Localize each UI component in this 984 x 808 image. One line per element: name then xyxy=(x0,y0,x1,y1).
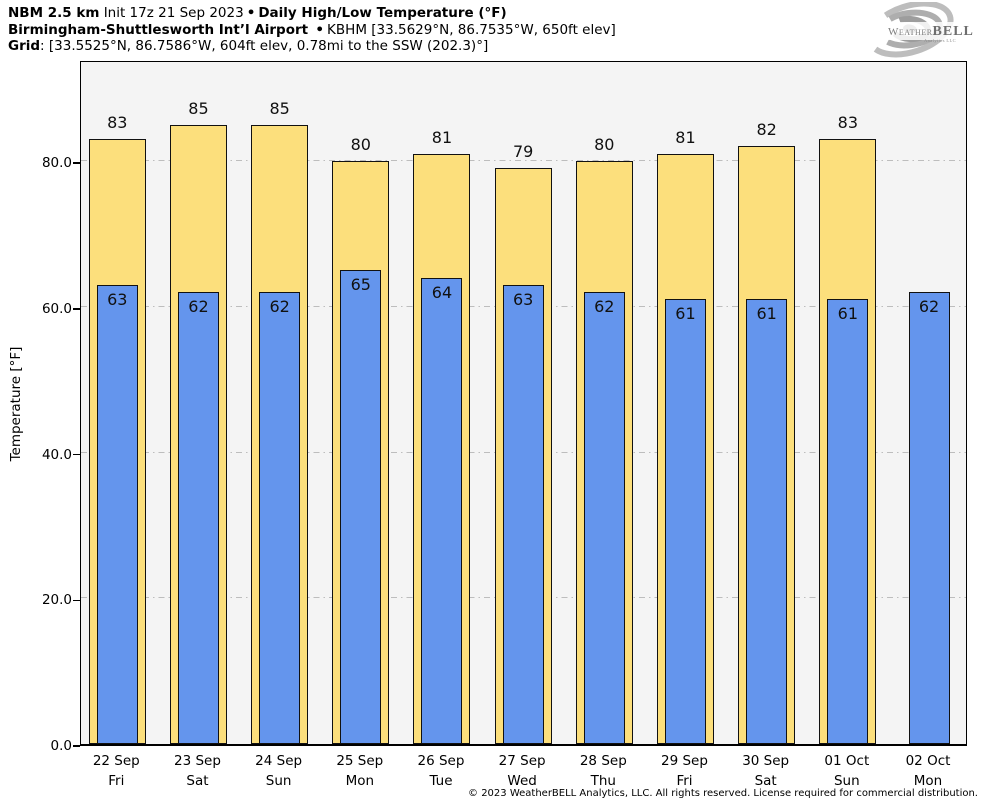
x-tick-label: 30 Sep Sat xyxy=(724,752,808,791)
low-bar xyxy=(340,270,382,744)
low-bar xyxy=(259,292,301,744)
low-value-label: 62 xyxy=(269,297,290,317)
weatherbell-logo: WeatherBELL Analytics LLC xyxy=(864,2,980,58)
x-tick-date: 29 Sep xyxy=(661,753,708,769)
chart-title: Daily High/Low Temperature (°F) xyxy=(258,5,507,21)
high-value-label: 82 xyxy=(756,120,777,140)
y-tick-mark xyxy=(73,162,80,164)
x-tick-label: 28 Sep Thu xyxy=(561,752,645,791)
y-tick-label: 40.0 xyxy=(41,446,72,463)
model-name: NBM 2.5 km xyxy=(8,5,100,21)
low-bar xyxy=(583,292,625,744)
x-tick-date: 25 Sep xyxy=(336,753,384,769)
low-value-label: 61 xyxy=(756,304,777,324)
low-value-label: 62 xyxy=(594,297,615,317)
high-value-label: 85 xyxy=(269,98,290,118)
x-tick-date: 01 Oct xyxy=(824,753,870,769)
x-tick-day: Tue xyxy=(429,772,453,789)
logo-weather-text: Weather xyxy=(888,26,933,38)
title-line-3: Grid: [33.5525°N, 86.7586°W, 604ft elev,… xyxy=(8,38,616,55)
x-tick-date: 26 Sep xyxy=(417,753,465,769)
grid-label: Grid xyxy=(8,38,41,54)
logo-analytics-text: Analytics LLC xyxy=(924,38,957,43)
x-tick-label: 27 Sep Wed xyxy=(480,752,564,791)
high-value-label: 81 xyxy=(675,127,696,147)
bullet-separator: • xyxy=(246,5,256,21)
title-line-1: NBM 2.5 km Init 17z 21 Sep 2023 • Daily Hi… xyxy=(8,5,616,22)
low-bar xyxy=(827,299,869,744)
chart-header: NBM 2.5 km Init 17z 21 Sep 2023 • Daily Hi… xyxy=(8,5,616,55)
logo-wordmark: WeatherBELL xyxy=(886,22,976,40)
x-tick-day: Fri xyxy=(676,772,693,789)
plot-area: 83 63 85 62 85 62 80 65 81 64 79 63 80 62 81 61 82 61 83 61… xyxy=(80,61,967,746)
grid-coords: : [33.5525°N, 86.7586°W, 604ft elev, 0.7… xyxy=(40,38,489,54)
x-tick-day: Sat xyxy=(186,772,209,789)
x-tick-date: 30 Sep xyxy=(742,753,790,769)
logo-bell-text: BELL xyxy=(932,24,974,39)
x-tick-date: 22 Sep xyxy=(92,753,140,769)
x-tick-day: Mon xyxy=(345,772,375,789)
y-tick-mark xyxy=(73,745,80,747)
y-tick-label: 0.0 xyxy=(50,738,72,754)
gridline-80 xyxy=(81,160,966,162)
station-name: Birmingham-Shuttlesworth Int’l Airport xyxy=(8,21,309,38)
low-value-label: 64 xyxy=(431,282,453,302)
x-tick-date: 23 Sep xyxy=(174,753,221,769)
low-value-label: 65 xyxy=(350,275,371,295)
high-value-label: 80 xyxy=(350,135,371,155)
title-line-2: Birmingham-Shuttlesworth Int’l Airport •… xyxy=(8,22,616,39)
low-value-label: 62 xyxy=(918,297,940,317)
high-value-label: 85 xyxy=(188,98,209,118)
x-tick-date: 24 Sep xyxy=(255,753,303,769)
x-tick-label: 25 Sep Mon xyxy=(318,752,402,791)
x-tick-label: 02 Oct Mon xyxy=(886,752,970,791)
low-bar xyxy=(96,284,138,744)
x-tick-label: 22 Sep Fri xyxy=(74,752,158,791)
x-tick-day: Fri xyxy=(108,772,125,789)
low-bar xyxy=(664,299,706,744)
x-tick-day: Wed xyxy=(507,772,537,789)
low-bar xyxy=(421,277,463,744)
high-value-label: 79 xyxy=(512,142,534,162)
low-value-label: 63 xyxy=(107,289,128,309)
low-bar xyxy=(908,292,950,744)
low-bar xyxy=(502,284,544,744)
y-tick-mark xyxy=(73,453,80,456)
x-tick-label: 24 Sep Sun xyxy=(237,752,321,791)
high-value-label: 81 xyxy=(431,127,453,147)
high-value-label: 80 xyxy=(594,135,615,155)
low-value-label: 63 xyxy=(512,289,534,309)
low-value-label: 61 xyxy=(837,304,858,324)
x-tick-label: 01 Oct Sun xyxy=(805,752,889,791)
x-tick-day: Sat xyxy=(754,772,777,789)
high-value-label: 83 xyxy=(107,113,128,133)
x-tick-day: Thu xyxy=(590,772,616,789)
y-tick-mark xyxy=(73,599,80,601)
copyright-notice: © 2023 WeatherBELL Analytics, LLC. All r… xyxy=(468,788,978,799)
x-tick-label: 23 Sep Sat xyxy=(155,752,239,791)
y-tick-mark xyxy=(73,308,80,310)
low-bar xyxy=(746,299,788,744)
y-tick-label: 20.0 xyxy=(41,592,72,609)
init-time: Init 17z 21 Sep 2023 xyxy=(103,5,244,21)
station-coords: KBHM [33.5629°N, 86.7535°W, 650ft elev] xyxy=(327,21,616,38)
low-bar xyxy=(177,292,219,744)
x-tick-date: 27 Sep xyxy=(498,753,546,769)
x-tick-day: Sun xyxy=(833,772,860,789)
low-value-label: 62 xyxy=(188,297,209,317)
x-tick-date: 02 Oct xyxy=(905,753,951,769)
x-tick-label: 26 Sep Tue xyxy=(399,752,483,791)
x-tick-label: 29 Sep Fri xyxy=(642,752,726,791)
bullet-separator: • xyxy=(315,21,325,38)
low-value-label: 61 xyxy=(675,304,696,324)
high-value-label: 83 xyxy=(837,113,858,133)
x-tick-day: Sun xyxy=(265,772,292,789)
y-axis-title: Temperature [°F] xyxy=(8,346,24,462)
x-tick-date: 28 Sep xyxy=(579,753,627,769)
y-tick-label: 80.0 xyxy=(41,155,72,172)
y-tick-label: 60.0 xyxy=(41,300,72,317)
x-tick-day: Mon xyxy=(913,772,943,789)
